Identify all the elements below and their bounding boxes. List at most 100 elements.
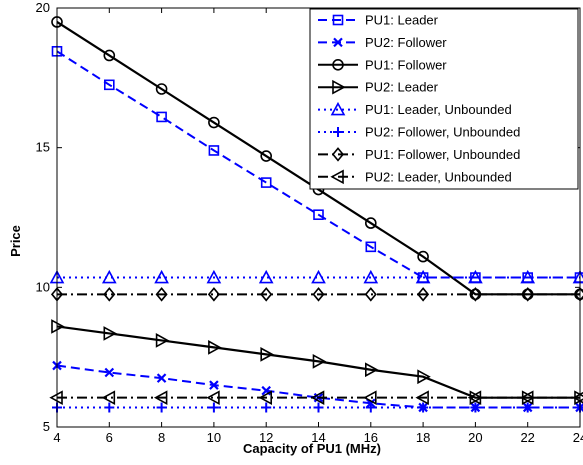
- data-point: [417, 287, 430, 302]
- x-axis-label: Capacity of PU1 (MHz): [243, 441, 381, 456]
- data-point: [310, 390, 325, 406]
- series-7: [50, 287, 583, 302]
- y-tick-label: 20: [36, 0, 50, 15]
- legend-box: [309, 8, 579, 190]
- data-point: [260, 177, 272, 188]
- legend-label: PU2: Leader, Unbounded: [365, 169, 512, 184]
- data-point: [521, 287, 534, 302]
- data-point: [258, 390, 272, 406]
- data-point: [260, 287, 273, 302]
- legend-item: PU1: Follower: [318, 57, 447, 72]
- x-tick-label: 14: [311, 430, 325, 445]
- x-tick-label: 6: [106, 430, 113, 445]
- data-point: [468, 269, 483, 284]
- data-point: [207, 287, 220, 302]
- legend-marker: [330, 101, 346, 116]
- data-point: [365, 402, 376, 413]
- data-point: [415, 390, 429, 406]
- data-point: [364, 217, 377, 229]
- data-point: [156, 402, 167, 413]
- data-point: [101, 390, 116, 406]
- data-point: [522, 402, 533, 413]
- data-point: [208, 145, 220, 156]
- data-point: [104, 79, 115, 91]
- legend-marker: [332, 59, 344, 71]
- data-point: [103, 287, 116, 302]
- x-tick-label: 10: [207, 430, 221, 445]
- data-point: [520, 390, 534, 406]
- x-tick-label: 24: [573, 430, 583, 445]
- legend-item: PU2: Leader, Unbounded: [318, 169, 512, 184]
- data-point: [155, 287, 168, 302]
- series-8: [49, 390, 583, 406]
- legend-marker: [333, 127, 343, 137]
- legend-item: PU2: Follower, Unbounded: [318, 125, 520, 140]
- data-point: [469, 287, 482, 302]
- x-tick-label: 20: [468, 430, 482, 445]
- y-tick-label: 10: [36, 279, 50, 294]
- data-point: [156, 111, 167, 123]
- data-point: [520, 269, 536, 284]
- data-point: [365, 241, 377, 253]
- data-point: [103, 326, 117, 341]
- legend-marker: [332, 14, 344, 26]
- data-point: [206, 390, 220, 406]
- x-tick-label: 8: [158, 430, 165, 445]
- legend-marker: [331, 147, 345, 162]
- x-tick-label: 18: [416, 430, 430, 445]
- data-point: [417, 369, 431, 385]
- legend-label: PU2: Follower: [365, 35, 447, 50]
- data-point: [313, 402, 324, 413]
- data-point: [206, 269, 222, 284]
- data-point: [415, 269, 431, 284]
- data-point: [208, 340, 222, 355]
- data-point: [261, 402, 272, 413]
- legend-label: PU1: Leader: [365, 13, 439, 28]
- y-tick-label: 15: [36, 140, 50, 155]
- legend-marker: [330, 169, 344, 185]
- x-tick-label: 12: [259, 430, 273, 445]
- legend-item: PU1: Leader, Unbounded: [318, 101, 512, 117]
- legend-item: PU2: Leader: [318, 80, 439, 95]
- data-point: [101, 269, 117, 284]
- data-point: [363, 390, 377, 406]
- x-tick-label: 22: [520, 430, 534, 445]
- data-point: [470, 402, 481, 413]
- data-point: [153, 390, 168, 406]
- x-tick-label: 16: [364, 430, 378, 445]
- data-point: [260, 150, 273, 162]
- series-line: [56, 325, 580, 399]
- legend-label: PU1: Follower, Unbounded: [365, 147, 520, 162]
- data-point: [258, 269, 274, 284]
- legend-label: PU1: Leader, Unbounded: [365, 102, 512, 117]
- data-point: [312, 354, 327, 369]
- data-point: [209, 380, 219, 390]
- data-point: [312, 287, 325, 302]
- series-4: [51, 319, 583, 406]
- data-point: [365, 362, 379, 378]
- data-point: [104, 402, 115, 413]
- legend-label: PU2: Follower, Unbounded: [365, 125, 520, 140]
- data-point: [154, 269, 169, 284]
- data-point: [208, 402, 219, 413]
- series-line: [56, 364, 580, 409]
- series-layer: [49, 16, 583, 413]
- data-point: [364, 287, 377, 302]
- legend-marker: [333, 37, 343, 48]
- legend: PU1: Leader PU2: Follower PU1: Follower PU2…: [309, 8, 579, 190]
- y-tick-label: 5: [43, 419, 50, 434]
- legend-label: PU1: Follower: [365, 57, 447, 72]
- data-point: [467, 390, 482, 406]
- data-point: [260, 347, 274, 362]
- legend-marker: [332, 79, 346, 95]
- y-axis-label: Price: [8, 225, 23, 257]
- data-point: [311, 269, 326, 284]
- data-point: [103, 49, 116, 62]
- legend-item: PU1: Leader: [318, 13, 439, 28]
- data-point: [208, 116, 220, 129]
- data-point: [155, 83, 168, 95]
- legend-label: PU2: Leader: [365, 80, 439, 95]
- data-point: [313, 209, 324, 221]
- data-point: [417, 250, 429, 263]
